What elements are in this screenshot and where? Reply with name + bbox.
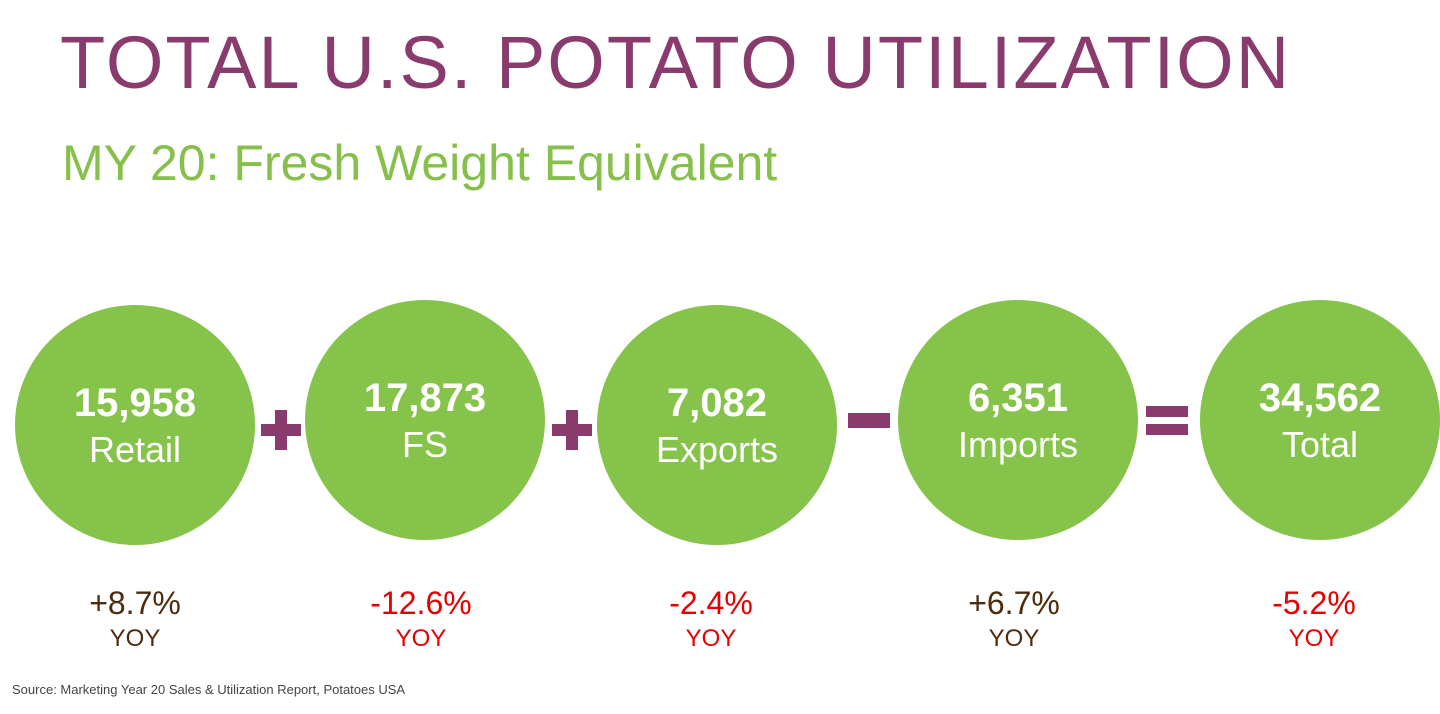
fs-change: -12.6% YOY bbox=[321, 587, 521, 651]
fs-value: 17,873 bbox=[363, 375, 487, 420]
exports-change-value: -2.4% bbox=[669, 585, 753, 621]
retail-circle: 15,958 Retail bbox=[15, 305, 255, 545]
total-change-value: -5.2% bbox=[1272, 585, 1356, 621]
retail-change: +8.7% YOY bbox=[35, 587, 235, 651]
total-yoy-label: YOY bbox=[1288, 625, 1340, 652]
exports-yoy-label: YOY bbox=[685, 625, 737, 652]
total-value: 34,562 bbox=[1258, 375, 1382, 420]
retail-label: Retail bbox=[88, 428, 182, 470]
exports-value: 7,082 bbox=[666, 380, 768, 425]
retail-value: 15,958 bbox=[73, 380, 197, 425]
exports-circle: 7,082 Exports bbox=[597, 305, 837, 545]
fs-label: FS bbox=[401, 423, 448, 465]
imports-circle: 6,351 Imports bbox=[898, 300, 1138, 540]
imports-label: Imports bbox=[957, 423, 1079, 465]
imports-change: +6.7% YOY bbox=[914, 587, 1114, 651]
fs-change-value: -12.6% bbox=[370, 585, 472, 621]
source-note: Source: Marketing Year 20 Sales & Utiliz… bbox=[12, 682, 406, 697]
exports-label: Exports bbox=[655, 428, 779, 470]
total-change: -5.2% YOY bbox=[1214, 587, 1414, 651]
total-label: Total bbox=[1281, 423, 1359, 465]
imports-change-value: +6.7% bbox=[968, 585, 1060, 621]
retail-change-value: +8.7% bbox=[89, 585, 181, 621]
imports-value: 6,351 bbox=[967, 375, 1069, 420]
retail-yoy-label: YOY bbox=[109, 625, 161, 652]
total-circle: 34,562 Total bbox=[1200, 300, 1440, 540]
fs-circle: 17,873 FS bbox=[305, 300, 545, 540]
fs-yoy-label: YOY bbox=[395, 625, 447, 652]
page-title: TOTAL U.S. POTATO UTILIZATION bbox=[60, 21, 1292, 104]
imports-yoy-label: YOY bbox=[988, 625, 1040, 652]
page-subtitle: MY 20: Fresh Weight Equivalent bbox=[62, 135, 778, 191]
exports-change: -2.4% YOY bbox=[611, 587, 811, 651]
